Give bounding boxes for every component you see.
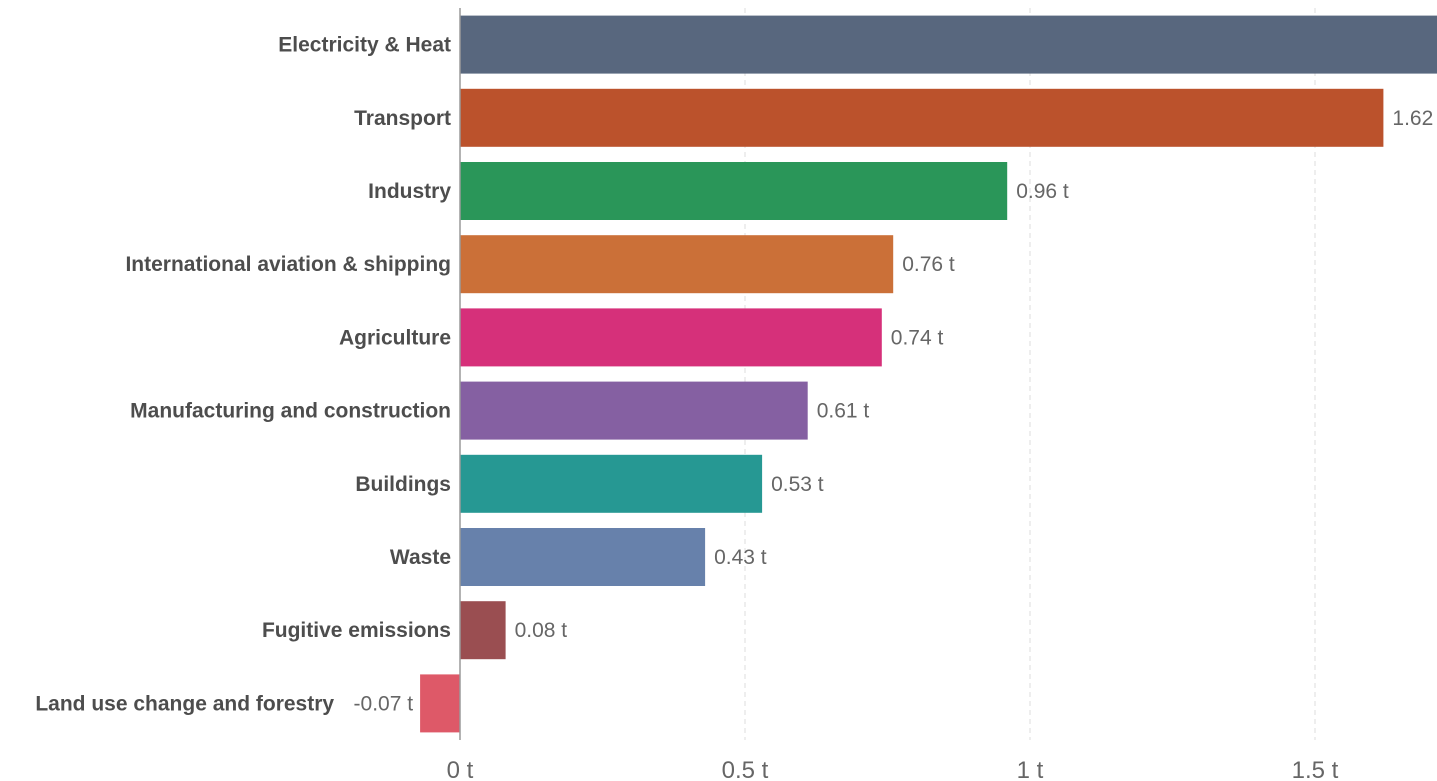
category-label: Industry bbox=[368, 180, 451, 203]
value-label: 0.43 t bbox=[714, 546, 767, 569]
category-label: Fugitive emissions bbox=[262, 619, 451, 642]
bar bbox=[460, 235, 894, 294]
bar bbox=[460, 528, 706, 586]
category-label: Electricity & Heat bbox=[278, 34, 451, 57]
category-label: Transport bbox=[354, 107, 451, 130]
bar bbox=[460, 601, 506, 660]
value-label: -0.07 t bbox=[354, 692, 414, 715]
category-label: Land use change and forestry bbox=[35, 692, 334, 715]
category-label: International aviation & shipping bbox=[125, 253, 451, 276]
x-tick-label: 0.5 t bbox=[722, 757, 769, 781]
category-label: Buildings bbox=[355, 473, 451, 496]
value-label: 0.96 t bbox=[1016, 180, 1069, 203]
value-labels: 3.12 t1.62 t0.96 t0.76 t0.74 t0.61 t0.53… bbox=[354, 107, 1437, 716]
bar bbox=[460, 308, 882, 367]
bar bbox=[460, 454, 763, 513]
bar bbox=[460, 162, 1008, 220]
bar bbox=[420, 674, 460, 733]
category-label: Waste bbox=[390, 546, 451, 569]
value-label: 0.74 t bbox=[891, 326, 944, 349]
bar bbox=[460, 15, 1437, 74]
x-axis-tick-labels: 0 t0.5 t1 t1.5 t2 t2.5 t3 t bbox=[447, 757, 1339, 781]
x-tick-label: 0 t bbox=[447, 757, 474, 781]
x-tick-label: 1 t bbox=[1017, 757, 1044, 781]
value-label: 0.08 t bbox=[515, 619, 568, 642]
bar bbox=[460, 88, 1384, 147]
bars bbox=[420, 15, 1437, 733]
x-tick-label: 1.5 t bbox=[1292, 757, 1339, 781]
category-labels: Electricity & Heat Transport Industry Inter… bbox=[35, 34, 451, 716]
value-label: 0.53 t bbox=[771, 473, 824, 496]
value-label: 0.61 t bbox=[817, 400, 870, 423]
category-label: Manufacturing and construction bbox=[130, 400, 451, 423]
value-label: 0.76 t bbox=[902, 253, 955, 276]
bar bbox=[460, 381, 808, 440]
value-label: 1.62 t bbox=[1392, 107, 1437, 130]
category-label: Agriculture bbox=[339, 326, 451, 349]
